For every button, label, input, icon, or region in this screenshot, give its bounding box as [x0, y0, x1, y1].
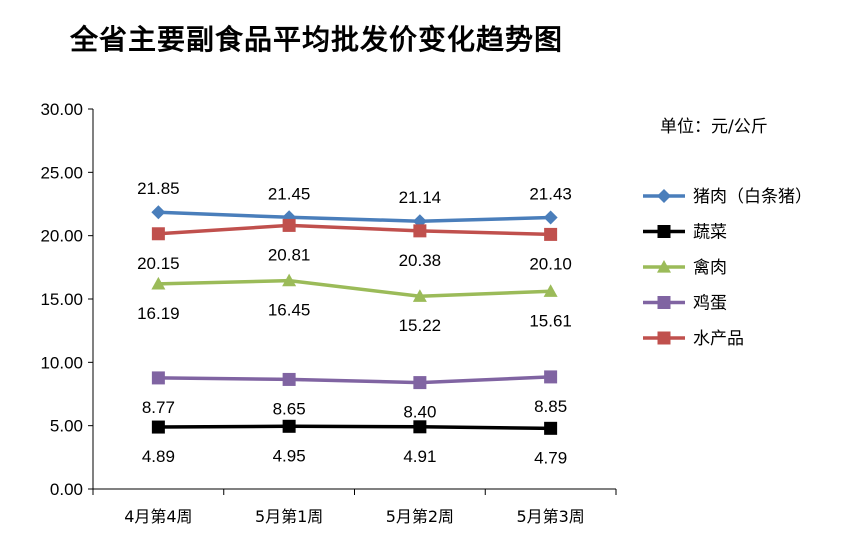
series-line	[158, 210, 551, 223]
data-point	[543, 210, 558, 225]
data-point	[151, 420, 165, 434]
data-label: 16.19	[137, 304, 180, 323]
data-point	[151, 205, 166, 220]
data-point	[544, 370, 558, 384]
data-point	[543, 284, 558, 297]
y-tick-label: 25.00	[40, 163, 83, 182]
series-line	[158, 375, 551, 385]
data-point	[151, 371, 165, 385]
data-label: 4.91	[403, 447, 436, 466]
legend-label: 猪肉（白条猪）	[693, 187, 812, 207]
legend-label: 鸡蛋	[693, 294, 727, 314]
data-label: 4.95	[273, 446, 306, 465]
data-point	[282, 419, 296, 433]
series-line	[158, 278, 551, 298]
data-label: 8.85	[534, 397, 567, 416]
legend-marker	[657, 296, 671, 309]
data-label: 21.14	[399, 188, 442, 207]
legend-marker	[657, 260, 671, 273]
series-line	[158, 424, 551, 431]
data-label: 21.45	[268, 184, 311, 203]
legend-label: 水产品	[693, 329, 744, 349]
data-point	[151, 227, 165, 241]
legend-marker	[657, 225, 671, 238]
chart-title: 全省主要副食品平均批发价变化趋势图	[70, 23, 564, 56]
legend-label: 蔬菜	[693, 223, 727, 243]
y-tick-label: 0.00	[50, 480, 83, 499]
x-tick-label: 5月第2周	[386, 507, 454, 526]
y-tick-label: 5.00	[50, 417, 83, 436]
unit-label: 单位：元/公斤	[660, 117, 768, 137]
y-tick-label: 20.00	[40, 227, 83, 246]
data-label: 20.81	[268, 245, 311, 264]
data-point	[413, 420, 427, 434]
data-label: 15.61	[529, 311, 572, 330]
data-label: 20.38	[399, 251, 442, 270]
data-point	[282, 273, 297, 287]
data-point	[282, 372, 296, 386]
data-point	[413, 376, 427, 390]
legend-marker	[657, 189, 671, 203]
y-tick-label: 10.00	[40, 353, 83, 372]
x-tick-label: 4月第4周	[124, 507, 192, 526]
data-label: 21.85	[137, 179, 180, 198]
data-label: 21.43	[529, 185, 572, 204]
data-point	[544, 421, 558, 435]
legend-marker	[657, 331, 671, 345]
data-label: 16.45	[268, 301, 311, 320]
x-tick-label: 5月第1周	[255, 507, 323, 526]
data-label: 8.65	[273, 399, 306, 418]
series-line	[158, 223, 551, 237]
x-tick-label: 5月第3周	[516, 507, 584, 526]
data-label: 15.22	[399, 316, 442, 335]
data-label: 20.15	[137, 254, 180, 273]
data-point	[151, 276, 166, 290]
data-label: 4.79	[534, 448, 567, 467]
data-label: 8.40	[403, 403, 436, 422]
data-point	[282, 218, 296, 232]
data-label: 20.10	[529, 254, 572, 273]
data-label: 8.77	[142, 398, 175, 417]
data-point	[544, 227, 558, 241]
legend-label: 禽肉	[693, 258, 727, 278]
data-label: 4.89	[142, 447, 175, 466]
y-tick-label: 30.00	[40, 100, 83, 119]
y-tick-label: 15.00	[40, 290, 83, 309]
data-point	[412, 289, 427, 302]
data-point	[413, 224, 427, 238]
